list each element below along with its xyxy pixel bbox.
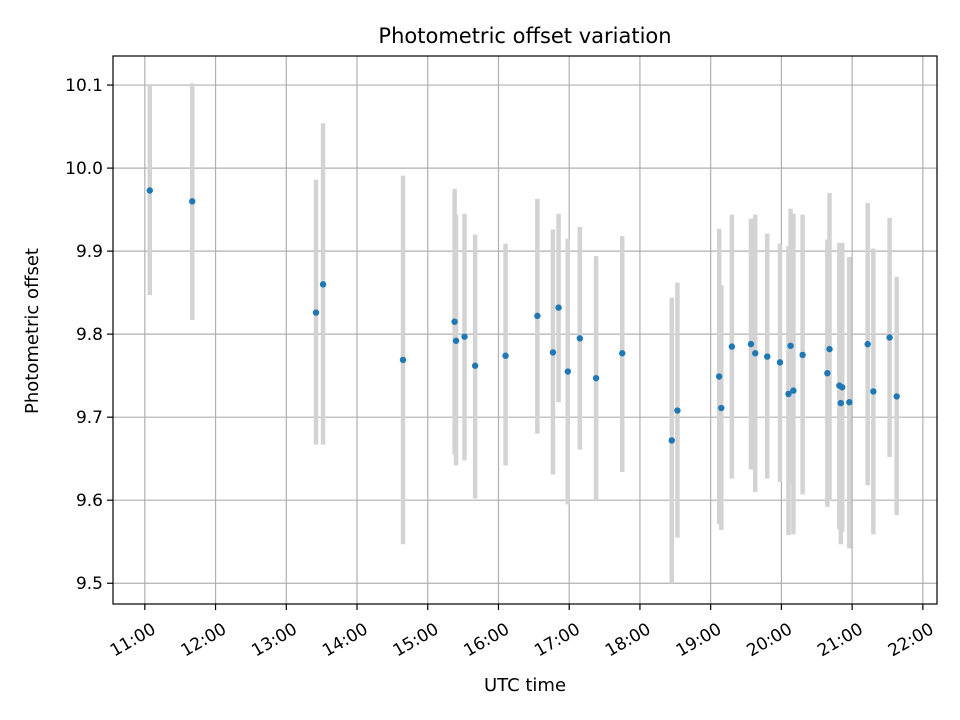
data-point [592,374,600,382]
plot-frame [112,55,938,605]
y-tick-label: 9.8 [76,325,103,345]
data-point [846,399,853,406]
data-point [728,343,736,350]
y-tick-label: 10.0 [65,159,103,179]
data-point [886,334,893,341]
data-point [319,281,327,288]
data-point [718,404,725,412]
data-point [839,384,846,391]
data-point [564,368,571,375]
data-point [764,353,771,360]
data-point [549,349,557,356]
y-axis-label: Photometric offset [22,248,43,414]
data-point [461,333,468,340]
grid [113,56,937,604]
data-point [870,388,877,395]
data-point [785,390,792,398]
data-point [826,345,833,353]
data-point [799,351,806,359]
data-point [555,304,562,311]
data-point [674,407,681,414]
y-axis-ticks: 9.5 9.6 9.7 9.8 9.9 10.0 10.1 [65,76,113,594]
data-point [668,437,675,444]
data-points [146,187,900,444]
data-point [502,352,509,359]
data-point [893,393,900,400]
data-point [864,340,871,348]
data-point [837,399,845,407]
data-point [189,198,196,205]
data-point [452,337,460,344]
data-point [471,362,479,369]
chart-title: Photometric offset variation [378,24,671,48]
data-point [146,187,153,194]
x-axis-label: UTC time [484,675,566,696]
y-tick-label: 9.7 [76,408,103,428]
data-point [824,369,831,377]
data-point [747,340,755,348]
data-point [576,335,584,342]
data-point [399,356,407,364]
data-point [787,342,794,349]
data-point [451,318,458,325]
y-tick-label: 9.9 [76,242,103,262]
y-tick-label: 9.5 [76,574,103,594]
data-point [619,350,626,357]
data-point [715,373,723,380]
data-point [534,312,541,320]
data-point [752,350,759,357]
y-tick-label: 10.1 [65,76,103,96]
data-point [776,359,784,366]
data-point [312,309,320,316]
y-tick-label: 9.6 [76,491,103,511]
data-point [790,387,797,394]
